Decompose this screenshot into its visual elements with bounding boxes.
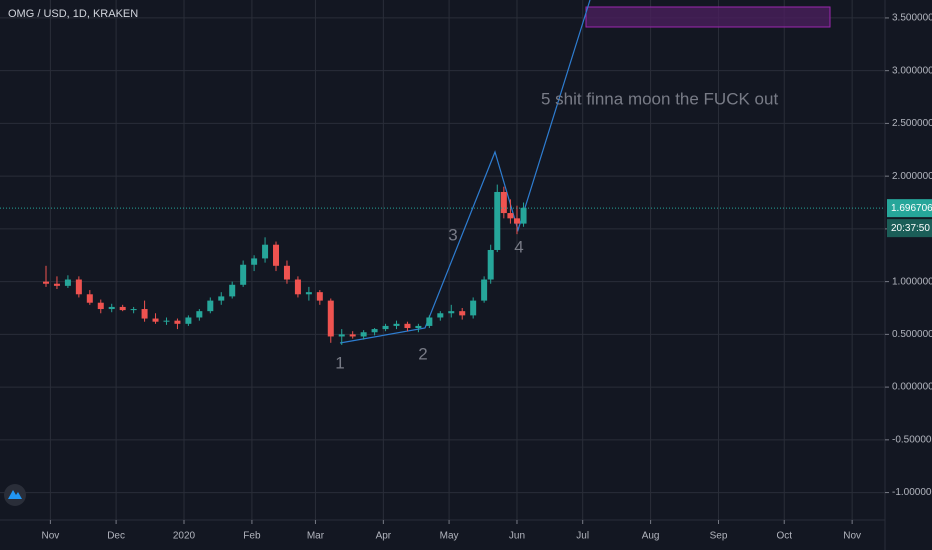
candle-body [86, 294, 93, 303]
candle-body [316, 292, 323, 301]
candle-body [196, 311, 203, 318]
x-tick-label: Nov [41, 531, 59, 542]
candle-body [338, 334, 345, 337]
x-tick-label: Jul [576, 531, 589, 542]
candle-body [349, 334, 356, 337]
candle-body [459, 311, 466, 316]
candle-body [53, 283, 60, 286]
x-tick-label: Apr [376, 531, 392, 542]
candle-body [273, 244, 280, 266]
candle-body [494, 191, 501, 250]
candle-body [130, 309, 137, 311]
candle-body [294, 279, 301, 295]
candle-body [371, 329, 378, 333]
y-tick-label: -0.500000 [892, 434, 932, 445]
x-tick-label: May [440, 531, 459, 542]
wave-label: 3 [448, 225, 457, 244]
wave-label: 2 [418, 344, 427, 363]
candle-body [108, 306, 115, 310]
x-tick-label: Nov [843, 531, 861, 542]
candle-body [283, 265, 290, 280]
candle-body [141, 309, 148, 319]
candle-body [520, 207, 527, 224]
countdown-label: 20:37:50 [891, 223, 930, 234]
candle-body [240, 264, 247, 285]
y-tick-label: -1.000000 [892, 487, 932, 498]
wave-label: 5 shit finna moon the FUCK out [541, 89, 778, 108]
candle-body [404, 323, 411, 329]
candle-body [382, 325, 389, 330]
last-price-label: 1.696706 [891, 203, 932, 214]
candle-body [174, 320, 181, 324]
candle-body [64, 279, 71, 286]
candle-body [218, 296, 225, 301]
x-tick-label: Mar [307, 531, 325, 542]
candle-body [305, 292, 312, 295]
x-tick-label: 2020 [173, 531, 196, 542]
y-tick-label: 3.500000 [892, 13, 932, 24]
candle-body [448, 311, 455, 314]
countdown-badge [887, 219, 932, 238]
candle-body [43, 281, 50, 284]
y-tick-label: 2.000000 [892, 171, 932, 182]
wave-label: 4 [514, 237, 523, 256]
x-tick-label: Feb [243, 531, 261, 542]
chart-title: OMG / USD, 1D, KRAKEN [8, 8, 138, 20]
candle-body [500, 191, 507, 214]
target-box [585, 6, 831, 28]
candle-body [229, 284, 236, 297]
candle-body [437, 313, 444, 318]
y-tick-label: 0.500000 [892, 329, 932, 340]
candle-body [152, 318, 159, 322]
y-tick-label: 0.000000 [892, 382, 932, 393]
candle-body [251, 258, 258, 265]
logo [4, 484, 26, 506]
candle-body [507, 213, 514, 219]
candle-body [262, 244, 269, 259]
candle-body [75, 279, 82, 295]
candle-body [470, 300, 477, 316]
last-price-badge [887, 199, 932, 218]
candle-body [513, 218, 520, 224]
candle-body [97, 302, 104, 310]
wave-line [339, 0, 591, 344]
candle-body [119, 306, 126, 311]
candle-body [360, 332, 367, 337]
y-tick-label: 3.000000 [892, 65, 932, 76]
candle-body [481, 279, 488, 301]
x-tick-label: Dec [107, 531, 125, 542]
candle-body [163, 320, 170, 322]
candle-body [487, 249, 494, 280]
x-tick-label: Jun [509, 531, 525, 542]
candle-body [327, 300, 334, 337]
candle-body [393, 323, 400, 326]
x-tick-label: Oct [776, 531, 792, 542]
candle-body [185, 317, 192, 324]
x-tick-label: Sep [710, 531, 728, 542]
x-tick-label: Aug [642, 531, 660, 542]
candle-body [207, 300, 214, 312]
y-tick-label: 2.500000 [892, 118, 932, 129]
candle-body [426, 317, 433, 326]
wave-label: 1 [335, 353, 344, 372]
y-tick-label: 1.000000 [892, 276, 932, 287]
candle-body [415, 325, 422, 329]
